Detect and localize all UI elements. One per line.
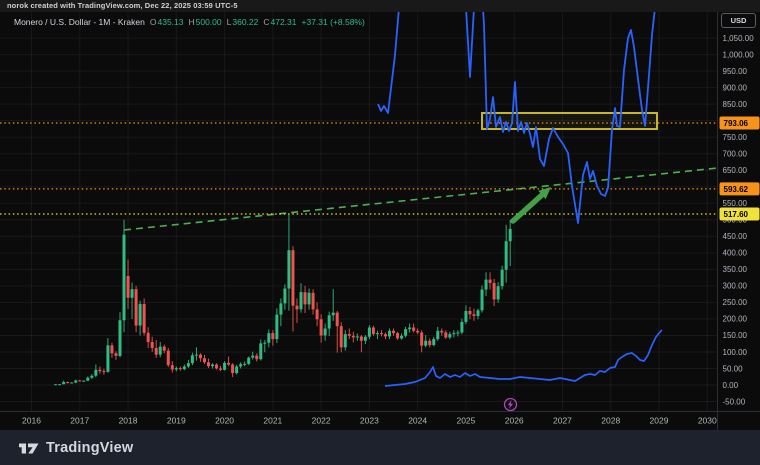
symbol-title[interactable]: Monero / U.S. Dollar - 1M - Kraken [14, 17, 145, 27]
change-value: +37.31 (+8.58%) [301, 17, 365, 27]
svg-text:250.00: 250.00 [723, 298, 748, 307]
svg-text:2021: 2021 [263, 416, 282, 426]
svg-text:2024: 2024 [408, 416, 427, 426]
svg-text:100.00: 100.00 [723, 348, 748, 357]
svg-text:50.00: 50.00 [723, 364, 744, 373]
time-axis[interactable]: 2016 2017 2018 2019 2020 2021 2022 2023 2024 2025… [22, 416, 717, 426]
svg-text:150.00: 150.00 [723, 331, 748, 340]
projection-polyline-drawing[interactable] [377, 0, 657, 224]
tradingview-logo-icon[interactable] [19, 440, 39, 455]
svg-text:900.00: 900.00 [723, 83, 748, 92]
currency-toggle-usd[interactable]: USD [721, 13, 756, 28]
price-axis[interactable]: 1,050.001,000.00950.00900.00850.00800.00… [719, 34, 760, 406]
svg-text:750.00: 750.00 [723, 133, 748, 142]
svg-text:793.06: 793.06 [724, 119, 749, 128]
svg-text:0.00: 0.00 [723, 381, 739, 390]
svg-text:-50.00: -50.00 [723, 397, 746, 406]
price-level-label-517.60: 517.60 [719, 207, 760, 221]
svg-text:700.00: 700.00 [723, 150, 748, 159]
chart-canvas[interactable]: 1,050.001,000.00950.00900.00850.00800.00… [0, 0, 760, 430]
svg-text:2023: 2023 [360, 416, 379, 426]
svg-text:850.00: 850.00 [723, 100, 748, 109]
attribution-bar: norok created with TradingView.com, Dec … [0, 0, 760, 12]
svg-text:200.00: 200.00 [723, 315, 748, 324]
ohlc-low: L360.22 [226, 17, 259, 27]
svg-text:350.00: 350.00 [723, 265, 748, 274]
candlestick-series [54, 214, 512, 386]
svg-text:517.60: 517.60 [724, 210, 749, 219]
svg-text:2030: 2030 [698, 416, 717, 426]
svg-text:2017: 2017 [70, 416, 89, 426]
svg-text:2028: 2028 [601, 416, 620, 426]
svg-text:2027: 2027 [553, 416, 572, 426]
tradingview-logo-text[interactable]: TradingView [46, 439, 134, 456]
trendline-drawing[interactable] [123, 167, 718, 231]
svg-text:593.62: 593.62 [724, 185, 749, 194]
svg-text:2018: 2018 [119, 416, 138, 426]
price-level-label-793.06: 793.06 [719, 116, 760, 130]
symbol-legend[interactable]: Monero / U.S. Dollar - 1M - Kraken O435.… [14, 17, 365, 27]
svg-text:400.00: 400.00 [723, 249, 748, 258]
price-level-label-593.62: 593.62 [719, 182, 760, 196]
secondary-blue-line[interactable] [384, 329, 663, 387]
event-marker-icon[interactable] [503, 397, 518, 412]
ohlc-high: H500.00 [188, 17, 222, 27]
svg-text:450.00: 450.00 [723, 232, 748, 241]
footer-bar: TradingView [0, 430, 760, 465]
ohlc-open: O435.13 [149, 17, 184, 27]
svg-text:650.00: 650.00 [723, 166, 748, 175]
svg-text:950.00: 950.00 [723, 67, 748, 76]
svg-text:1,000.00: 1,000.00 [723, 50, 755, 59]
svg-text:2022: 2022 [312, 416, 331, 426]
svg-text:2025: 2025 [456, 416, 475, 426]
svg-text:1,050.00: 1,050.00 [723, 34, 755, 43]
ohlc-close: C472.31 [263, 17, 297, 27]
arrow-drawing[interactable] [510, 187, 551, 224]
svg-text:2026: 2026 [505, 416, 524, 426]
svg-text:2016: 2016 [22, 416, 41, 426]
svg-text:2029: 2029 [650, 416, 669, 426]
svg-text:300.00: 300.00 [723, 282, 748, 291]
svg-text:2020: 2020 [215, 416, 234, 426]
svg-text:550.00: 550.00 [723, 199, 748, 208]
svg-text:2019: 2019 [167, 416, 186, 426]
attribution-text: norok created with TradingView.com, Dec … [7, 1, 238, 10]
